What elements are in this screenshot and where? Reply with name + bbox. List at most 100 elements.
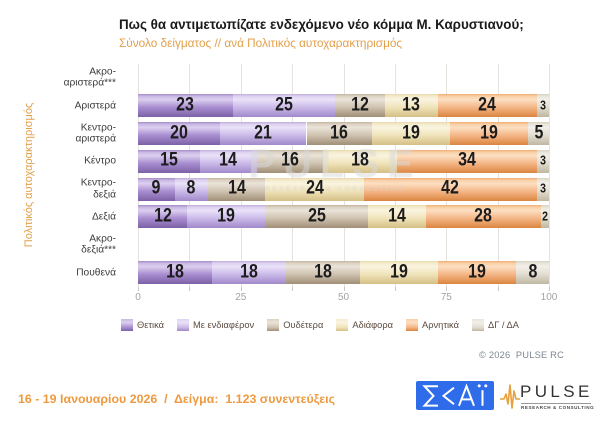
pulse-logo: PULSE RESEARCH & CONSULTING — [500, 381, 595, 413]
axis-tick — [446, 286, 448, 291]
bar-value-label: 42 — [441, 177, 460, 199]
bar-value-label: 14 — [227, 177, 246, 199]
legend-item: Αρνητικά — [406, 318, 459, 331]
bar-segment: 3 — [536, 177, 549, 201]
category-label: Πουθενά — [76, 266, 116, 278]
gridline — [446, 64, 448, 287]
bar-segment: 16 — [306, 122, 373, 146]
bar-segment: 19 — [359, 261, 439, 285]
bar-segment: 24 — [438, 94, 537, 118]
bar-value-label: 5 — [534, 122, 544, 144]
bar-value-label: 12 — [153, 205, 172, 227]
bar-segment: 12 — [138, 205, 188, 229]
legend: Θετικά Με ενδιαφέρον Ουδέτερα Αδιάφορα Αρνητ… — [121, 318, 532, 331]
bar-value-label: 18 — [351, 149, 369, 171]
bar-value-label: 2 — [541, 209, 548, 224]
bar-value-label: 14 — [219, 149, 238, 171]
bar-value-label: 19 — [402, 122, 421, 144]
bar-segment: 2 — [540, 205, 549, 229]
gridline — [189, 64, 191, 287]
axis-tick — [549, 286, 550, 291]
bar-value-label: 24 — [478, 94, 497, 116]
bar-value-label: 14 — [388, 205, 406, 227]
axis-tick — [189, 286, 191, 291]
bar-segment: 19 — [187, 205, 266, 229]
x-tick-label: 100 — [540, 291, 558, 303]
gridline — [549, 64, 550, 287]
legend-swatch — [336, 318, 349, 331]
bar-value-label: 20 — [170, 122, 188, 144]
bar-value-label: 13 — [402, 94, 421, 116]
bar-segment: 8 — [174, 177, 208, 201]
bar-segment: 25 — [265, 205, 369, 229]
gridline — [240, 64, 242, 287]
bar-segment: 42 — [364, 177, 537, 201]
skai-logo-letters — [422, 383, 488, 407]
bar-value-label: 25 — [307, 205, 326, 227]
bar-segment: 23 — [138, 94, 233, 118]
legend-label: Ουδέτερα — [283, 319, 324, 330]
gridline — [394, 64, 396, 287]
bar-value-label: 23 — [176, 94, 195, 116]
bar-segment: 3 — [536, 94, 549, 118]
bar-segment: 18 — [138, 261, 212, 285]
bar-value-label: 21 — [254, 122, 273, 144]
bar-segment: 14 — [368, 205, 426, 229]
bar-segment: 18 — [211, 261, 286, 285]
bar-value-label: 12 — [351, 94, 369, 116]
bar-segment: 19 — [438, 261, 517, 285]
bar-segment: 15 — [138, 149, 200, 173]
bar-value-label: 19 — [468, 261, 486, 283]
legend-item: Θετικά — [121, 318, 165, 331]
bar-value-label: 19 — [217, 205, 236, 227]
axis-tick — [343, 286, 345, 291]
legend-swatch — [406, 318, 419, 331]
gridline — [497, 64, 499, 287]
axis-tick — [138, 286, 139, 291]
legend-label: Θετικά — [137, 319, 165, 330]
x-tick-label: 0 — [135, 291, 141, 303]
bar-segment: 20 — [138, 122, 221, 146]
axis-tick — [240, 286, 242, 291]
pulse-logo-rule — [521, 403, 591, 404]
bar-segment: 25 — [232, 94, 336, 118]
bar-value-label: 25 — [275, 94, 293, 116]
legend-label: Αρνητικά — [422, 319, 459, 330]
legend-swatch — [267, 318, 280, 331]
bar-value-label: 8 — [528, 261, 537, 283]
chart-title: Πως θα αντιμετωπίζατε ενδεχόμενο νέο κόμ… — [119, 17, 524, 32]
bar-value-label: 15 — [159, 149, 178, 171]
category-label: Αριστερά — [74, 99, 116, 111]
pulse-logo-subtext: RESEARCH & CONSULTING — [521, 405, 595, 410]
category-label: Ακρο-δεξιά*** — [81, 233, 116, 256]
bar-segment: 18 — [322, 149, 397, 173]
category-label: Δεξιά — [91, 211, 116, 223]
bar-value-label: 8 — [186, 177, 196, 199]
category-label: Κεντρο-αριστερά — [75, 122, 117, 145]
legend-swatch — [177, 318, 190, 331]
bar-value-label: 3 — [539, 98, 546, 113]
bar-value-label: 3 — [539, 181, 546, 196]
pulse-waveform-icon — [500, 384, 520, 409]
bar-value-label: 3 — [539, 154, 546, 169]
category-label: Κεντρο-δεξιά — [80, 177, 116, 201]
bar-segment: 18 — [285, 261, 360, 285]
pulse-logo-text: PULSE — [520, 382, 593, 401]
bar-value-label: 16 — [281, 149, 299, 171]
skai-logo: Σ<ΑΪ — [416, 381, 494, 410]
gridline — [292, 64, 294, 287]
bar-value-label: 18 — [314, 261, 332, 283]
legend-item: ΔΓ / ΔΑ — [471, 318, 519, 331]
category-label: Ακρο-αριστερά*** — [63, 66, 116, 89]
bar-value-label: 24 — [305, 177, 324, 199]
axis-tick — [292, 286, 294, 291]
bar-segment: 3 — [536, 149, 549, 173]
legend-label: Αδιάφορα — [352, 319, 394, 330]
legend-item: Με ενδιαφέρον — [177, 318, 254, 331]
x-tick-label: 75 — [440, 291, 452, 303]
legend-item: Αδιάφορα — [336, 318, 394, 331]
bar-segment: 19 — [372, 122, 451, 146]
legend-item: Ουδέτερα — [267, 318, 324, 331]
